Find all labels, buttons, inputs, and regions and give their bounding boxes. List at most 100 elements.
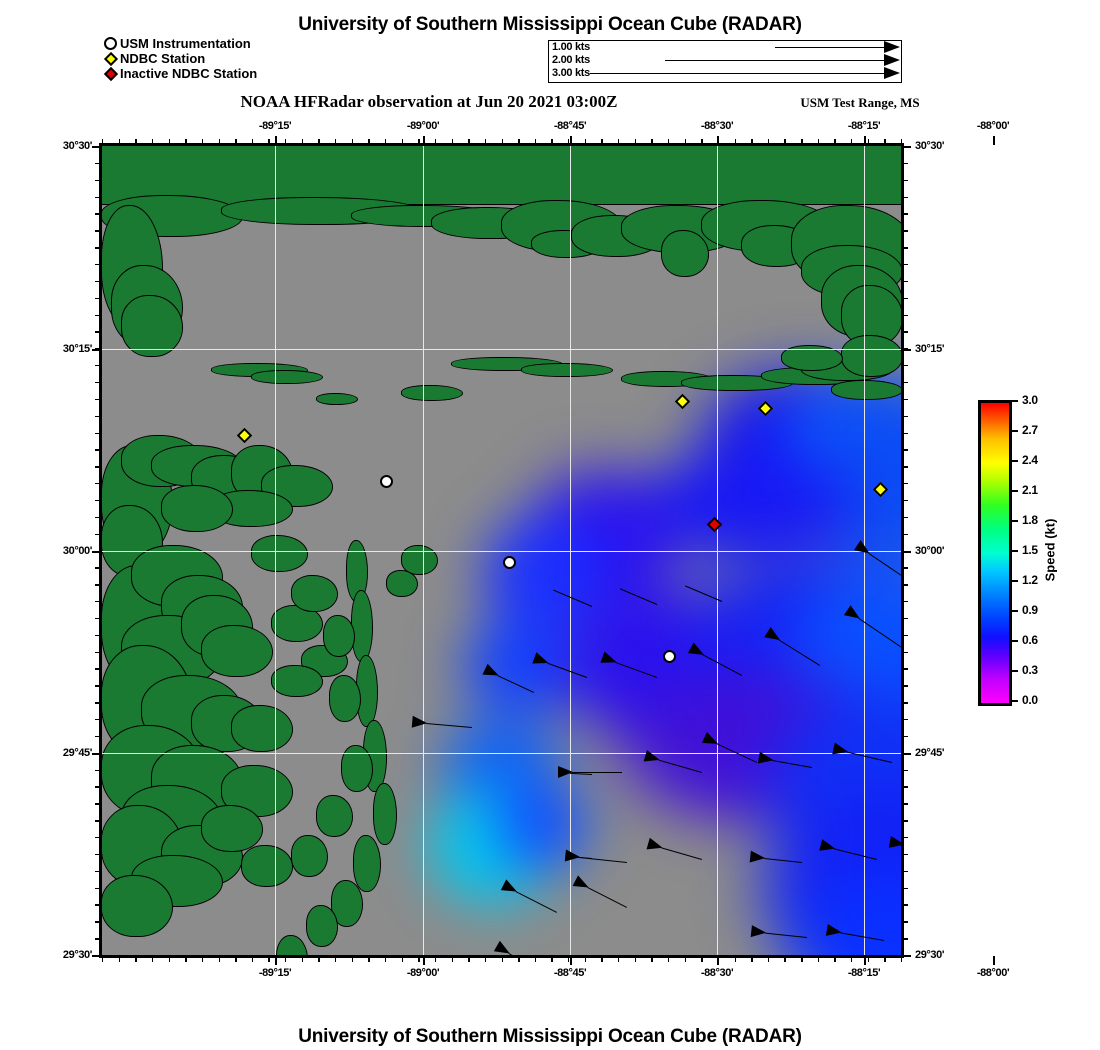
axis-label-latitude: 29°30': [915, 949, 945, 961]
axis-tick-minor: [235, 956, 237, 962]
axis-tick-major: [902, 955, 911, 957]
axis-label-longitude: -89°00': [406, 967, 440, 979]
colorbar-tick-label: 0.3: [1022, 663, 1038, 677]
axis-label-longitude: -88°00': [976, 120, 1010, 132]
landmass: [401, 385, 463, 401]
vector-key-label: 3.00 kts: [552, 67, 590, 80]
axis-tick-minor: [902, 415, 908, 418]
axis-tick-minor: [484, 139, 487, 145]
axis-label-longitude: -88°15': [847, 120, 881, 132]
axis-tick-minor: [95, 398, 101, 401]
axis-tick-minor: [651, 139, 653, 145]
axis-tick-minor: [902, 786, 908, 788]
legend-item-ndbc: NDBC Station: [103, 51, 364, 66]
axis-tick-major: [717, 956, 719, 965]
axis-tick-minor: [784, 956, 786, 962]
landmass: [521, 363, 613, 377]
axis-tick-minor: [351, 956, 354, 962]
colorbar-tick-label: 1.5: [1022, 543, 1038, 557]
axis-tick-minor: [318, 956, 320, 962]
axis-tick-minor: [817, 956, 820, 962]
landmass: [251, 370, 323, 384]
axis-tick-minor: [135, 139, 137, 145]
usm-instrument-3[interactable]: [662, 649, 676, 663]
axis-tick-minor: [118, 956, 121, 962]
axis-tick-minor: [418, 139, 420, 145]
axis-tick-major: [423, 136, 425, 145]
axis-tick-minor: [902, 466, 908, 468]
usm-instrument-2[interactable]: [502, 555, 516, 569]
axis-tick-minor: [634, 139, 637, 145]
axis-tick-minor: [434, 139, 437, 145]
axis-tick-major: [902, 349, 911, 351]
gridline-longitude: [864, 146, 865, 955]
usm-instrument-1[interactable]: [379, 474, 393, 488]
axis-tick-minor: [285, 956, 287, 962]
axis-tick-minor: [902, 853, 908, 856]
colorbar-tick: [1009, 490, 1018, 492]
axis-tick-major: [275, 136, 277, 145]
colorbar-tick-label: 0.6: [1022, 633, 1038, 647]
axis-tick-major: [717, 136, 719, 145]
axis-tick-minor: [368, 956, 370, 962]
vector-key-shaft: [575, 73, 885, 74]
axis-label-latitude: 29°30': [62, 949, 92, 961]
page-title: University of Southern Mississippi Ocean…: [298, 14, 802, 35]
axis-tick-minor: [95, 837, 101, 839]
axis-tick-minor: [618, 139, 620, 145]
station-marker-layer: [102, 146, 901, 955]
axis-tick-minor: [901, 956, 903, 962]
axis-tick-minor: [568, 956, 570, 962]
colorbar-tick: [1009, 550, 1018, 552]
vector-key-shaft: [665, 60, 885, 61]
landmass: [291, 575, 338, 612]
axis-tick-minor: [902, 314, 908, 316]
axis-tick-major: [993, 136, 995, 145]
axis-tick-minor: [95, 685, 101, 687]
coastline-layer: [102, 146, 901, 955]
colorbar-tick-label: 0.9: [1022, 603, 1038, 617]
axis-tick-minor: [218, 139, 220, 145]
axis-tick-major: [864, 136, 866, 145]
colorbar-tick-label: 2.4: [1022, 453, 1038, 467]
axis-tick-minor: [902, 263, 908, 266]
axis-tick-minor: [95, 449, 101, 451]
axis-tick-minor: [784, 139, 786, 145]
colorbar-tick-label: 2.1: [1022, 483, 1038, 497]
gridline-longitude: [423, 146, 424, 955]
legend-item-usm: USM Instrumentation: [104, 36, 364, 51]
axis-tick-minor: [95, 314, 101, 316]
axis-tick-minor: [468, 956, 470, 962]
axis-tick-minor: [95, 365, 101, 367]
axis-tick-minor: [401, 139, 404, 145]
axis-tick-minor: [884, 956, 886, 962]
axis-tick-minor: [902, 685, 908, 687]
axis-tick-minor: [902, 651, 908, 654]
axis-tick-minor: [734, 139, 736, 145]
axis-tick-minor: [95, 887, 101, 889]
vector-key-row-1: 1.00 kts: [549, 41, 901, 54]
observation-subtitle: NOAA HFRadar observation at Jun 20 2021 …: [240, 92, 618, 111]
axis-tick-minor: [95, 870, 101, 873]
landmass: [401, 545, 438, 575]
axis-tick-major: [92, 349, 101, 351]
landmass: [102, 875, 173, 937]
axis-tick-minor: [451, 139, 453, 145]
legend-label-ndbc-inactive: Inactive NDBC Station: [120, 66, 258, 81]
landmass: [271, 665, 323, 697]
axis-tick-minor: [902, 567, 908, 569]
colorbar-tick: [1009, 610, 1018, 612]
axis-tick-minor: [335, 139, 337, 145]
landmass: [102, 146, 901, 205]
circle-white-icon: [104, 37, 117, 50]
axis-tick-minor: [151, 956, 154, 962]
axis-tick-minor: [902, 938, 908, 940]
vector-key-label: 2.00 kts: [552, 54, 590, 67]
axis-tick-major: [902, 146, 911, 148]
axis-tick-minor: [95, 348, 101, 350]
axis-tick-minor: [95, 381, 101, 384]
axis-tick-minor: [902, 719, 908, 721]
axis-tick-major: [92, 955, 101, 957]
colorbar-tick: [1009, 400, 1018, 402]
axis-tick-minor: [251, 139, 254, 145]
